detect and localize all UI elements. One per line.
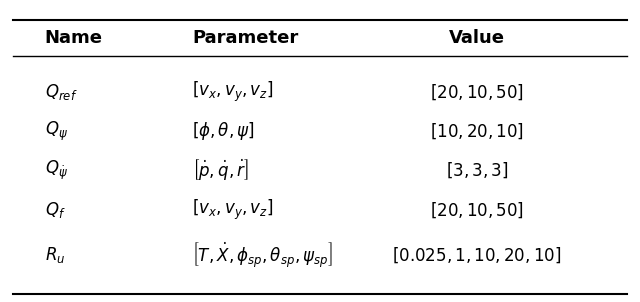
Text: $Q_{\psi}$: $Q_{\psi}$ [45,120,68,143]
Text: Value: Value [449,29,505,47]
Text: $\left[0.025, 1, 10, 20, 10\right]$: $\left[0.025, 1, 10, 20, 10\right]$ [392,246,561,265]
Text: $\left[3, 3, 3\right]$: $\left[3, 3, 3\right]$ [445,161,508,180]
Text: $\left[20, 10, 50\right]$: $\left[20, 10, 50\right]$ [430,200,524,220]
Text: $\left[v_x, v_y, v_z\right]$: $\left[v_x, v_y, v_z\right]$ [192,198,273,222]
Text: $Q_{ref}$: $Q_{ref}$ [45,82,77,102]
Text: $R_u$: $R_u$ [45,245,65,265]
Text: $\left[\phi, \theta, \psi\right]$: $\left[\phi, \theta, \psi\right]$ [192,120,255,142]
Text: $\left[20, 10, 50\right]$: $\left[20, 10, 50\right]$ [430,82,524,102]
Text: $\left[T, \dot{X}, \phi_{sp}, \theta_{sp}, \psi_{sp}\right]$: $\left[T, \dot{X}, \phi_{sp}, \theta_{sp… [192,240,333,270]
Text: $\left[10, 20, 10\right]$: $\left[10, 20, 10\right]$ [430,122,524,141]
Text: $\left[\dot{p}, \dot{q}, \dot{r}\right]$: $\left[\dot{p}, \dot{q}, \dot{r}\right]$ [192,158,249,183]
Text: $Q_{\dot{\psi}}$: $Q_{\dot{\psi}}$ [45,159,68,182]
Text: $\left[v_x, v_y, v_z\right]$: $\left[v_x, v_y, v_z\right]$ [192,80,273,104]
Text: Parameter: Parameter [192,29,298,47]
Text: Name: Name [45,29,103,47]
Text: $Q_f$: $Q_f$ [45,200,65,220]
